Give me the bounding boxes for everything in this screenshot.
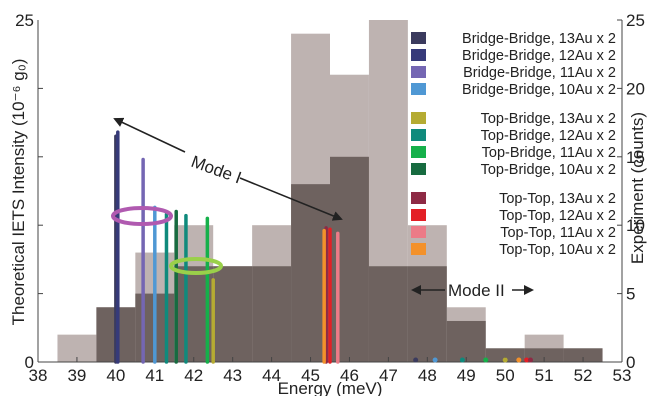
legend-swatch <box>411 226 426 238</box>
legend-label: Bridge-Bridge, 12Au x 2 <box>462 48 616 64</box>
x-tick-label: 48 <box>418 366 437 385</box>
legend-label: Top-Top, 13Au x 2 <box>499 191 616 207</box>
legend-label: Top-Bridge, 12Au x 2 <box>481 128 616 144</box>
x-tick-label: 41 <box>145 366 164 385</box>
histogram-bar <box>330 156 369 362</box>
baseline-marker <box>432 357 438 363</box>
x-tick-label: 53 <box>613 366 632 385</box>
legend-swatch <box>411 129 426 141</box>
baseline-marker <box>413 357 419 363</box>
baseline-marker <box>516 357 522 363</box>
x-tick-label: 51 <box>535 366 554 385</box>
legend-label: Bridge-Bridge, 11Au x 2 <box>463 65 616 81</box>
legend-label: Top-Bridge, 11Au x 2 <box>482 145 616 161</box>
annotation-mode-i: Mode I <box>189 152 244 188</box>
legend-label: Bridge-Bridge, 10Au x 2 <box>462 82 616 98</box>
x-tick-label: 43 <box>223 366 242 385</box>
theory-lines <box>114 130 534 364</box>
y-axis-label-right: Experiment (counts) <box>628 112 647 264</box>
legend-swatch <box>411 49 426 61</box>
legend-swatch <box>411 163 426 175</box>
legend-label: Top-Top, 10Au x 2 <box>499 242 616 258</box>
legend-swatch <box>411 146 426 158</box>
baseline-marker <box>459 357 465 363</box>
x-tick-label: 46 <box>340 366 359 385</box>
legend-label: Top-Top, 11Au x 2 <box>500 225 616 241</box>
annotation-mode-ii: Mode II <box>448 281 505 300</box>
mode-i-ellipse <box>111 206 173 226</box>
legend-label: Bridge-Bridge, 13Au x 2 <box>462 31 616 47</box>
x-tick-label: 40 <box>106 366 125 385</box>
x-tick-label: 47 <box>379 366 398 385</box>
plot-axes: 38 39 40 41 42 43 44 45 46 47 48 49 50 51 52 5302505101… <box>15 11 645 385</box>
y-right-tick-label: 10 <box>626 216 645 235</box>
y-right-tick-label: 25 <box>626 11 645 30</box>
x-tick-label: 52 <box>574 366 593 385</box>
y-axis-label-left: Theoretical IETS Intensity (10⁻⁶ g₀) <box>9 59 28 326</box>
legend-swatch <box>411 192 426 204</box>
legend-swatch <box>411 209 426 221</box>
y-right-tick-label: 20 <box>626 79 645 98</box>
mode-i-arrow-left <box>113 117 186 153</box>
histogram-bar <box>563 348 603 362</box>
legend-swatch <box>411 83 426 95</box>
histogram-bar <box>252 266 292 362</box>
histogram-bar <box>485 348 525 362</box>
y-right-tick-label: 5 <box>626 285 635 304</box>
baseline-marker <box>483 357 489 363</box>
baseline-marker <box>528 357 534 363</box>
legend-swatch <box>411 112 426 124</box>
x-tick-label: 45 <box>301 366 320 385</box>
legend-swatch <box>411 243 426 255</box>
baseline-marker <box>502 357 508 363</box>
x-tick-label: 39 <box>67 366 86 385</box>
legend-swatch <box>411 66 426 78</box>
x-tick-label: 44 <box>262 366 281 385</box>
x-axis-label: Energy (meV) <box>278 379 383 396</box>
legend-label: Top-Bridge, 10Au x 2 <box>481 162 616 178</box>
histogram-bar <box>213 266 253 362</box>
mode-i-arrow-right <box>239 177 343 221</box>
legend-swatch <box>411 32 426 44</box>
x-tick-label: 50 <box>496 366 515 385</box>
histogram-bar <box>524 348 564 362</box>
x-tick-label: 38 <box>29 366 48 385</box>
histogram-bar <box>446 320 486 362</box>
y-right-tick-label: 15 <box>626 148 645 167</box>
x-tick-label: 42 <box>184 366 203 385</box>
y-right-tick-label: 0 <box>626 353 635 372</box>
histogram-bar <box>407 266 447 362</box>
y-left-tick-label: 0 <box>25 353 34 372</box>
legend-label: Top-Top, 12Au x 2 <box>499 208 616 224</box>
y-left-tick-label: 25 <box>15 11 34 30</box>
baseline-marker <box>524 357 530 363</box>
histogram-bar <box>368 266 408 362</box>
legend-label: Top-Bridge, 13Au x 2 <box>481 111 616 127</box>
x-tick-label: 49 <box>457 366 476 385</box>
mode-ii-ellipse <box>169 257 223 275</box>
